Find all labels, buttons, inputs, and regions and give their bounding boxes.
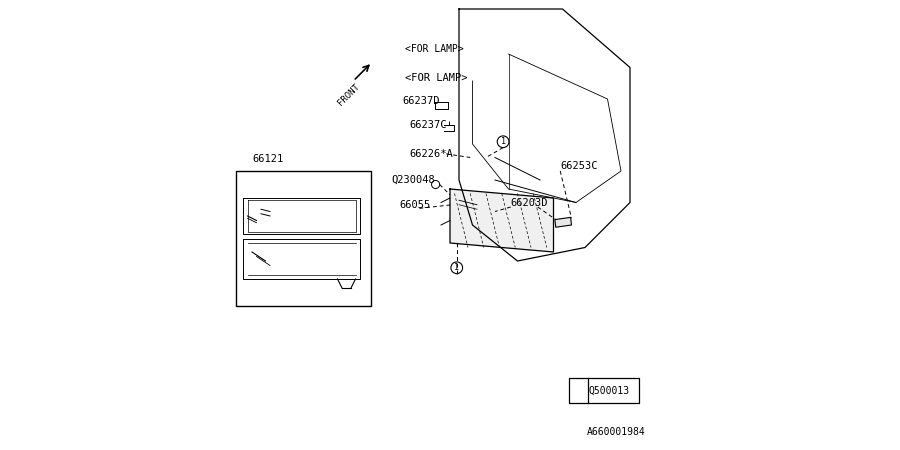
Text: Q230048: Q230048 (392, 174, 436, 184)
Polygon shape (450, 189, 554, 252)
Text: 66237D: 66237D (403, 95, 440, 105)
Text: 1: 1 (576, 386, 581, 395)
Text: 1: 1 (500, 137, 506, 146)
Text: 66237C: 66237C (410, 120, 447, 130)
Bar (236, 171, 371, 306)
Text: <FOR LAMP>: <FOR LAMP> (405, 73, 467, 83)
Text: 66226*A: 66226*A (410, 148, 454, 158)
Text: 66253C: 66253C (560, 161, 598, 171)
Text: 66055: 66055 (399, 200, 430, 210)
Polygon shape (554, 217, 572, 227)
Text: Q500013: Q500013 (589, 385, 629, 396)
Bar (569, 378, 639, 403)
Text: 1: 1 (454, 263, 459, 272)
Text: <FOR LAMP>: <FOR LAMP> (405, 45, 464, 54)
Text: 66203D: 66203D (511, 198, 548, 207)
Text: A660001984: A660001984 (587, 427, 646, 437)
Text: FRONT: FRONT (336, 82, 362, 107)
Text: 66121: 66121 (252, 154, 284, 164)
